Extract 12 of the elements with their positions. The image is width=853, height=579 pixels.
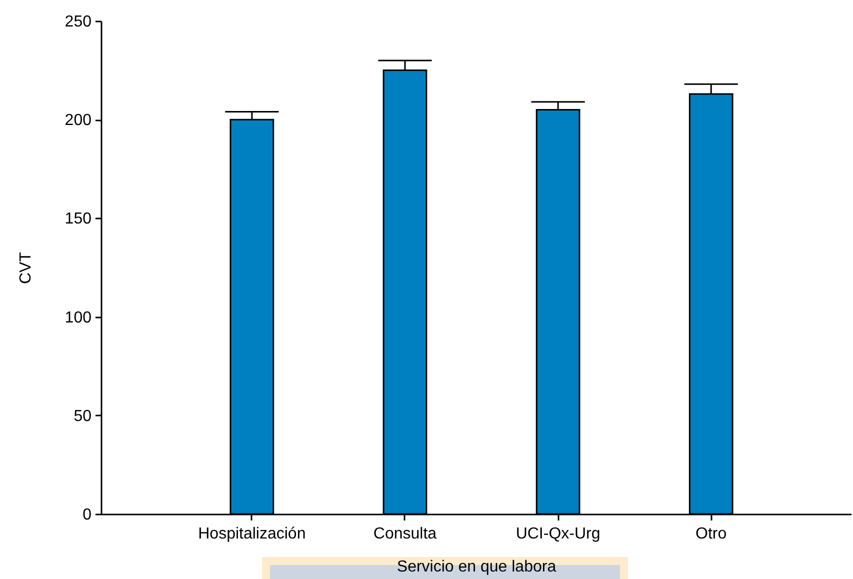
y-axis-title: CVT [18,252,34,284]
x-tick-label: Consulta [373,526,437,542]
y-tick-label: 50 [74,408,92,425]
x-tick-label: Otro [696,526,727,542]
y-tick-label: 0 [82,506,92,524]
x-tick-label: Hospitalización [198,526,306,542]
y-tick-label: 200 [64,112,92,130]
y-tick-label: 250 [64,14,92,30]
x-tick-label: UCI-Qx-Urg [516,526,600,542]
y-tick-label: 100 [64,309,92,326]
x-axis-title: Servicio en que labora [396,558,556,576]
y-tick-label: 150 [64,210,92,228]
